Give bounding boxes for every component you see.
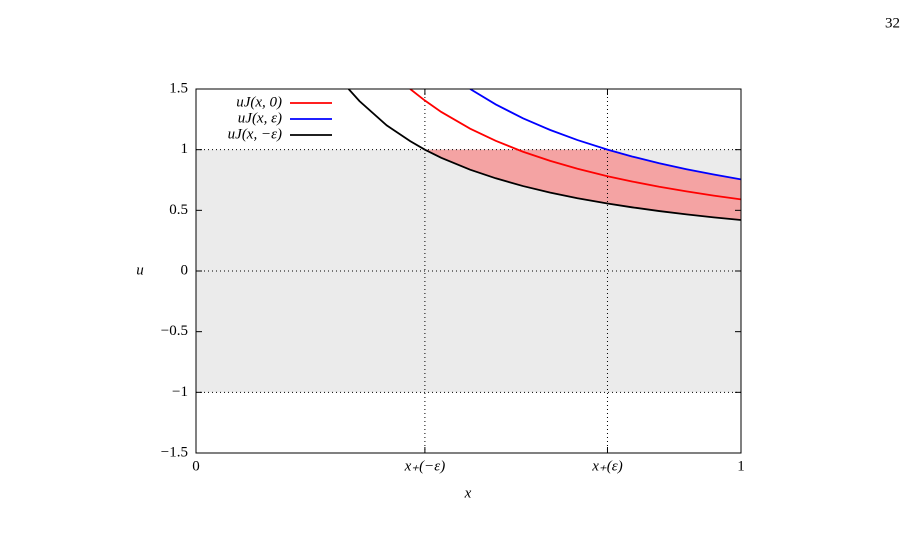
page-number: 32 bbox=[885, 15, 900, 31]
x-tick-label: 0 bbox=[192, 458, 200, 474]
legend-label: uJ(x, −ε) bbox=[228, 126, 282, 142]
y-tick-label: 0.5 bbox=[169, 202, 188, 218]
line-series bbox=[347, 89, 741, 221]
legend-bg bbox=[198, 95, 338, 111]
plot-frame bbox=[195, 88, 742, 454]
x-tick-label: x₊(−ε) bbox=[404, 458, 446, 474]
x-axis-label: x bbox=[464, 485, 472, 501]
y-tick-label: −1.5 bbox=[161, 444, 188, 460]
y-axis-label: u bbox=[136, 262, 144, 278]
legend-label: uJ(x, 0) bbox=[236, 94, 282, 110]
y-tick-label: 1 bbox=[181, 141, 189, 157]
shaded-region bbox=[424, 149, 741, 221]
y-tick-label: 0 bbox=[181, 262, 189, 278]
x-tick-label: 1 bbox=[737, 458, 745, 474]
line-series bbox=[409, 89, 741, 201]
line-series bbox=[469, 89, 741, 181]
x-tick-label: x₊(ε) bbox=[591, 458, 622, 474]
legend-bg bbox=[198, 127, 338, 143]
y-tick-label: −1 bbox=[172, 384, 188, 400]
legend-label: uJ(x, ε) bbox=[238, 110, 282, 126]
y-tick-label: −0.5 bbox=[161, 323, 188, 339]
y-tick-label: 1.5 bbox=[169, 80, 188, 96]
legend-bg bbox=[198, 111, 338, 127]
